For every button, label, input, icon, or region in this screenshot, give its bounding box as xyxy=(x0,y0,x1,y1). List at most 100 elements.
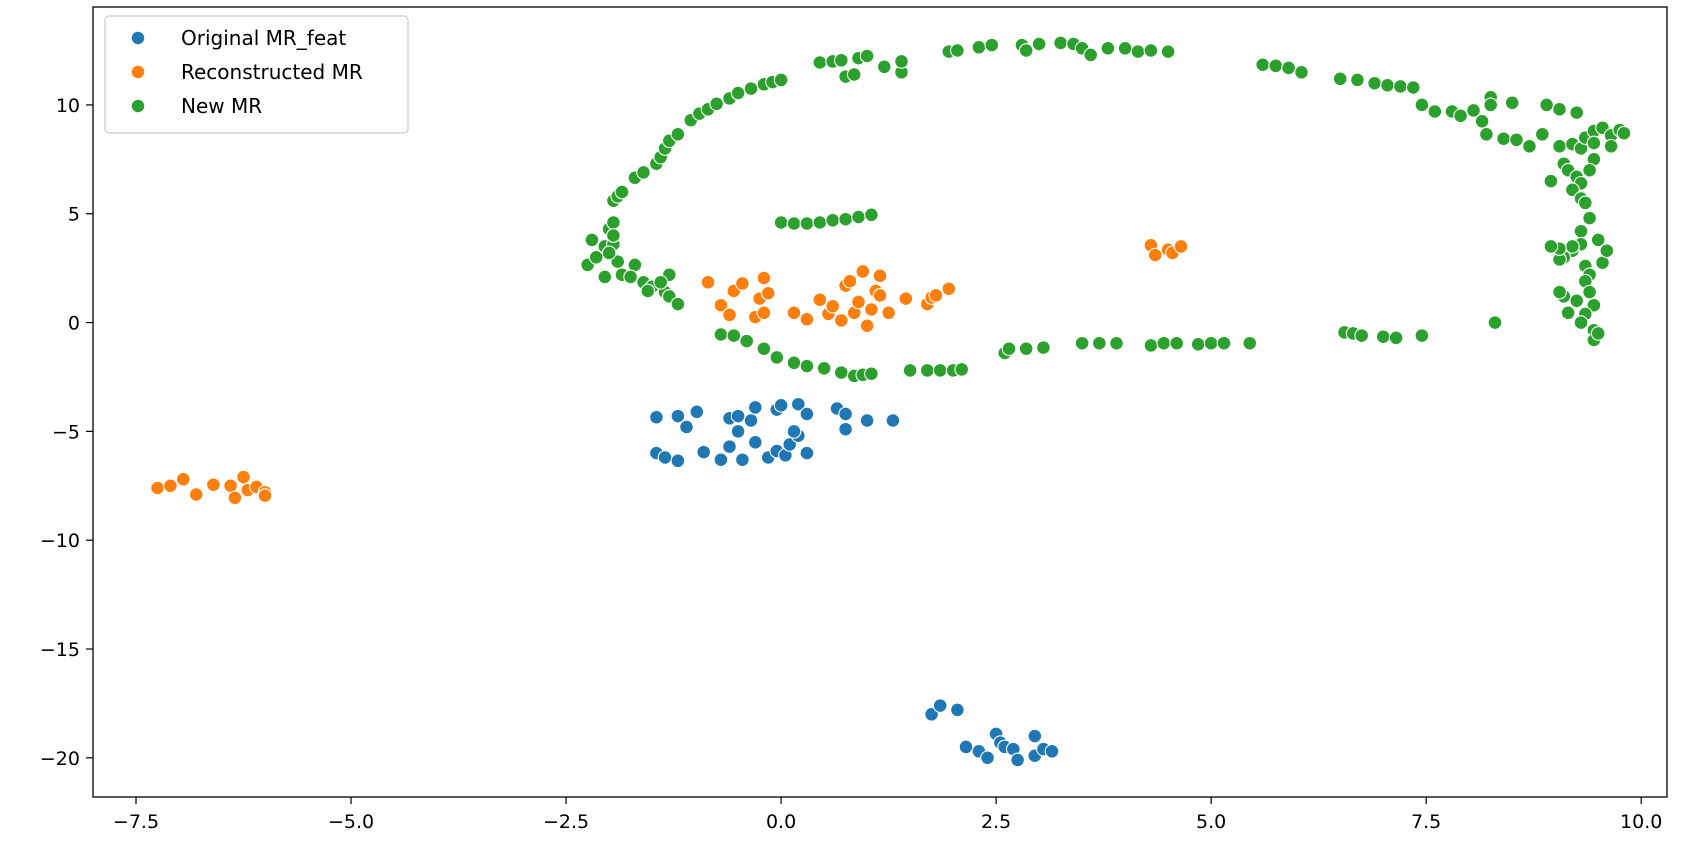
data-point-series-0 xyxy=(743,413,759,428)
data-point-series-1 xyxy=(855,264,871,279)
data-point-series-2 xyxy=(1156,335,1172,351)
data-point-series-2 xyxy=(1590,326,1606,341)
data-point-series-2 xyxy=(1479,126,1494,142)
data-point-series-1 xyxy=(898,291,914,306)
data-point-series-0 xyxy=(1010,752,1025,768)
data-point-series-1 xyxy=(150,480,165,496)
y-tick-label: −10 xyxy=(40,530,80,552)
data-point-series-1 xyxy=(941,281,957,297)
data-point-series-2 xyxy=(1577,195,1593,211)
data-point-series-0 xyxy=(657,450,673,465)
data-point-series-0 xyxy=(689,404,705,420)
plot-frame xyxy=(92,6,1668,798)
axes-layer: −7.5 −5.0 −2.5 0.0 2.5 5.0 7.5 10.0 −20 −15 −10 −5 0… xyxy=(40,6,1668,833)
data-point-series-2 xyxy=(1552,284,1567,300)
x-tick-label: 2.5 xyxy=(981,811,1011,833)
data-point-series-0 xyxy=(924,706,939,722)
legend-label: Reconstructed MR xyxy=(181,60,363,84)
data-point-series-2 xyxy=(709,96,724,112)
data-point-series-1 xyxy=(756,270,772,286)
x-tick-label: 5.0 xyxy=(1196,811,1226,833)
data-point-series-0 xyxy=(730,408,746,424)
data-point-series-1 xyxy=(175,471,191,487)
legend-marker xyxy=(130,98,146,114)
data-point-series-2 xyxy=(1083,47,1099,63)
data-point-series-2 xyxy=(653,274,669,290)
data-point-series-2 xyxy=(606,215,621,230)
data-point-series-2 xyxy=(864,207,879,223)
data-point-series-2 xyxy=(816,360,832,376)
data-point-series-2 xyxy=(588,249,604,265)
data-point-series-2 xyxy=(773,215,789,230)
data-point-series-2 xyxy=(1100,40,1116,56)
data-point-series-2 xyxy=(1393,79,1408,94)
data-point-series-2 xyxy=(833,52,849,68)
data-point-series-2 xyxy=(1018,341,1034,357)
data-point-series-1 xyxy=(163,478,178,494)
data-point-series-2 xyxy=(1560,305,1576,321)
data-point-series-2 xyxy=(812,215,828,230)
data-point-series-1 xyxy=(825,298,841,314)
data-point-series-2 xyxy=(1569,105,1585,120)
data-point-series-2 xyxy=(833,365,849,380)
x-tick-label: 10.0 xyxy=(1620,811,1662,833)
data-point-series-2 xyxy=(1242,335,1258,351)
data-point-series-2 xyxy=(1586,135,1602,151)
data-point-series-2 xyxy=(756,341,772,357)
data-point-series-2 xyxy=(1539,97,1554,113)
y-tick-label: −20 xyxy=(40,748,80,770)
legend: Original MR_feat Reconstructed MR New MR xyxy=(104,15,409,134)
data-point-series-2 xyxy=(1582,162,1597,178)
data-point-series-2 xyxy=(597,269,613,285)
data-point-series-0 xyxy=(679,419,694,435)
data-point-series-2 xyxy=(1091,335,1107,351)
data-point-series-0 xyxy=(649,409,664,425)
data-point-series-2 xyxy=(1483,97,1499,113)
data-point-series-1 xyxy=(188,487,204,502)
data-point-series-2 xyxy=(799,358,815,374)
data-point-series-2 xyxy=(1117,40,1133,56)
legend-label: Original MR_feat xyxy=(181,26,346,50)
data-point-series-2 xyxy=(812,55,828,70)
data-point-series-2 xyxy=(1590,232,1606,248)
data-point-series-1 xyxy=(812,292,828,308)
legend-marker xyxy=(130,30,146,46)
data-point-series-0 xyxy=(773,397,789,413)
data-point-series-2 xyxy=(1543,239,1559,254)
data-point-series-0 xyxy=(932,698,948,713)
data-point-series-0 xyxy=(799,445,815,461)
data-point-series-2 xyxy=(864,366,879,382)
data-point-series-2 xyxy=(606,228,621,243)
data-point-series-2 xyxy=(1569,293,1585,309)
x-tick-label: 7.5 xyxy=(1411,811,1441,833)
data-point-series-2 xyxy=(640,283,656,299)
data-point-series-2 xyxy=(984,37,1000,53)
data-point-series-2 xyxy=(623,269,638,285)
data-point-series-1 xyxy=(799,311,815,327)
data-point-series-0 xyxy=(786,424,802,439)
data-point-series-0 xyxy=(838,421,853,437)
data-point-series-2 xyxy=(954,362,970,377)
data-point-series-2 xyxy=(1001,341,1017,357)
data-point-series-1 xyxy=(1173,239,1189,254)
data-point-series-2 xyxy=(730,85,746,101)
data-point-series-2 xyxy=(1169,335,1185,351)
data-point-series-0 xyxy=(670,453,686,469)
data-point-series-0 xyxy=(790,396,806,412)
data-point-series-2 xyxy=(1474,113,1490,129)
data-point-series-2 xyxy=(1616,125,1632,141)
data-point-series-2 xyxy=(1160,44,1176,59)
data-point-series-2 xyxy=(1582,210,1597,226)
data-point-series-0 xyxy=(958,739,974,755)
data-point-series-2 xyxy=(1496,131,1511,147)
data-point-series-1 xyxy=(786,305,802,321)
data-point-series-1 xyxy=(713,297,729,313)
data-point-series-1 xyxy=(722,307,737,323)
data-point-series-2 xyxy=(1143,338,1159,353)
data-point-series-2 xyxy=(1552,138,1567,154)
data-point-series-2 xyxy=(876,59,892,75)
data-point-series-1 xyxy=(881,305,896,321)
data-point-series-2 xyxy=(1350,72,1365,88)
